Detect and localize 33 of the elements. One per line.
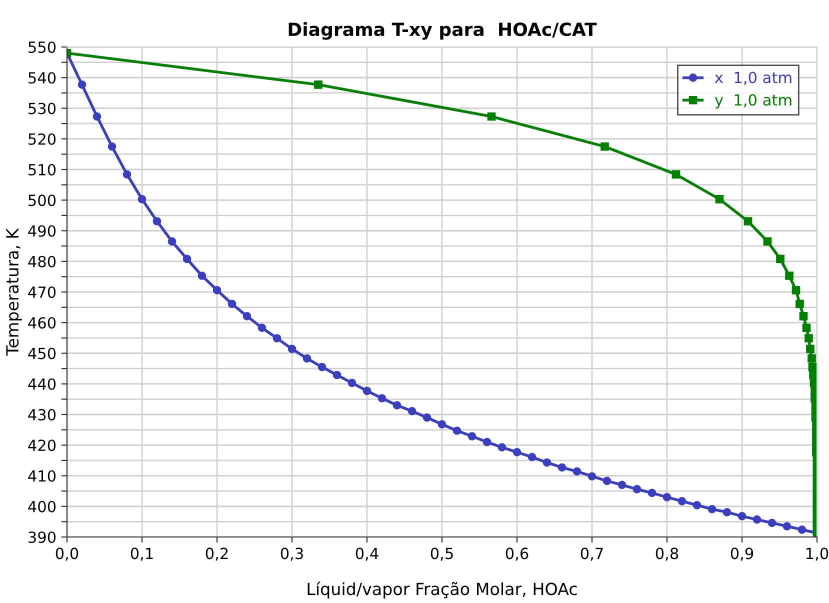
y-tick-label: 420 [28, 440, 56, 452]
y-tick-label: 520 [28, 133, 56, 145]
y-tick-label: 440 [28, 378, 56, 390]
y-tick-label: 550 [28, 41, 56, 54]
x-tick-label: 0,0 [56, 548, 78, 561]
y-axis-title: Temperatura, K [6, 228, 22, 356]
chart-title: Diagrama T-xy para HOAc/CAT [288, 22, 597, 40]
y-tick-label: 530 [28, 102, 56, 114]
x-tick-label: 0,7 [580, 548, 603, 561]
x-tick-label: 0,6 [506, 548, 528, 561]
legend-label: x 1,0 atm [714, 72, 792, 85]
y-tick-label: 410 [28, 470, 56, 482]
y-tick-label: 490 [28, 225, 56, 237]
y-tick-label: 470 [28, 286, 56, 298]
y-tick-label: 400 [28, 500, 56, 512]
x-tick-label: 0,4 [356, 548, 378, 561]
legend-label: y 1,0 atm [714, 94, 792, 109]
x-tick-label: 1,0 [806, 548, 828, 561]
x-tick-label: 0,8 [656, 548, 678, 561]
x-tick-label: 0,3 [280, 548, 303, 561]
x-axis-title: Líquid/vapor Fração Molar, HOAc [308, 582, 577, 598]
y-tick-label: 390 [28, 531, 56, 544]
y-tick-label: 460 [28, 317, 56, 329]
x-tick-label: 0,9 [730, 548, 754, 561]
y-tick-label: 500 [28, 194, 56, 206]
x-tick-label: 0,1 [130, 548, 153, 561]
y-tick-label: 480 [28, 256, 56, 268]
x-tick-label: 0,5 [430, 548, 453, 561]
x-tick-label: 0,2 [206, 548, 228, 561]
y-tick-label: 540 [28, 72, 56, 84]
y-tick-label: 450 [28, 348, 56, 360]
y-tick-label: 430 [28, 408, 56, 421]
y-tick-label: 510 [28, 164, 56, 176]
